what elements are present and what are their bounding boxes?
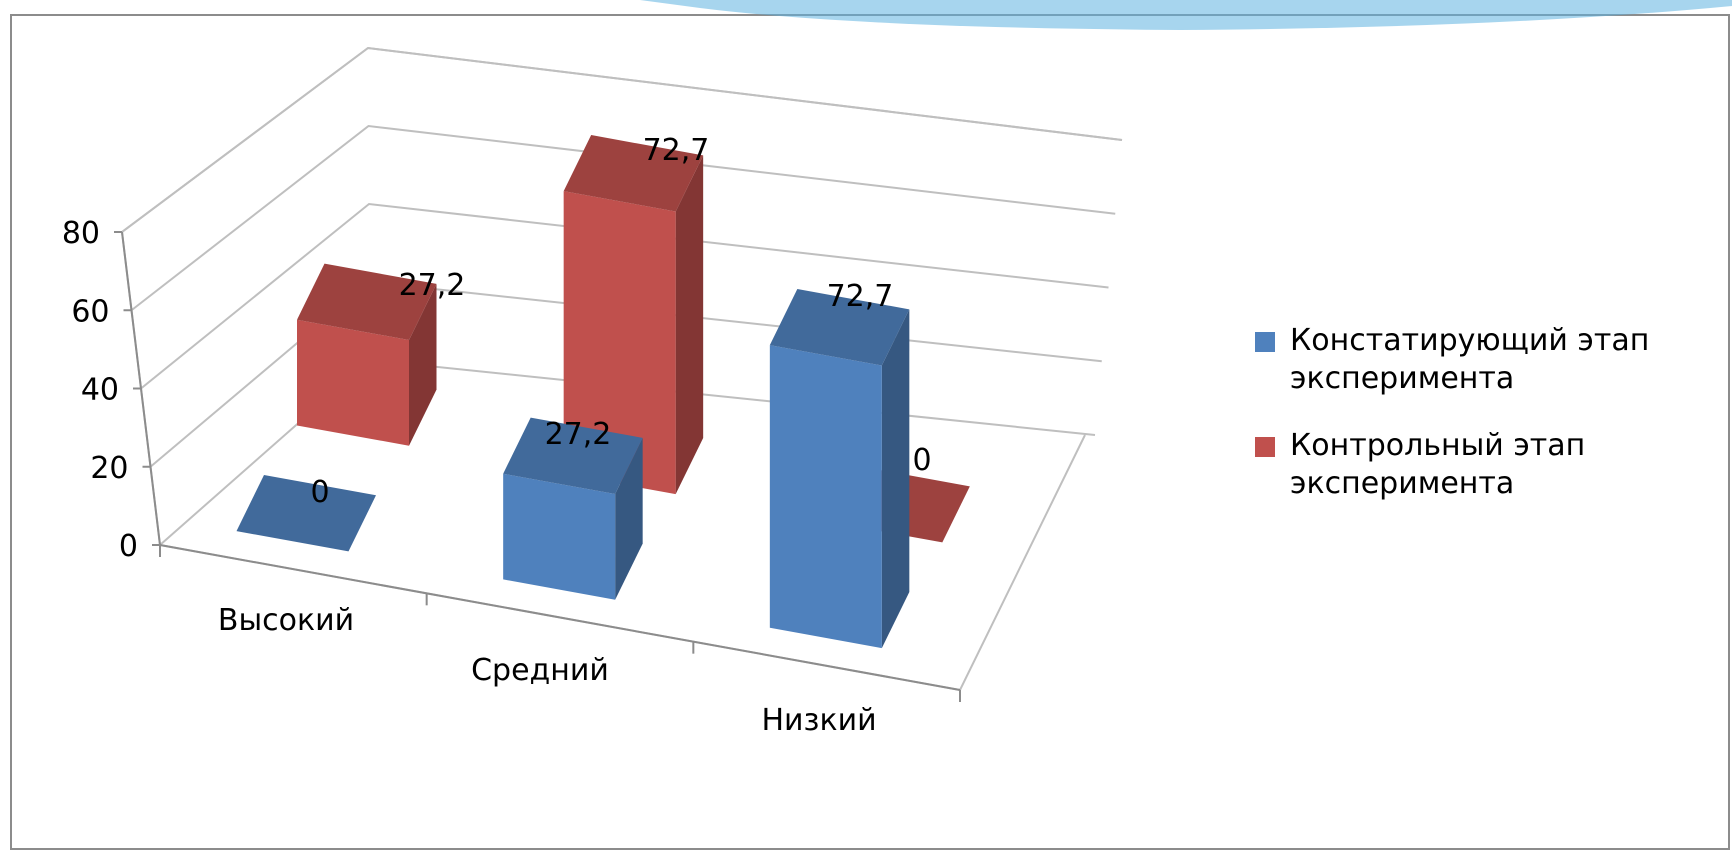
bar-baseline-side — [881, 309, 910, 649]
y-tick-label: 20 — [90, 451, 128, 486]
bar-control-top — [297, 263, 437, 341]
category-label: Низкий — [761, 703, 876, 738]
category-label: Высокий — [218, 603, 354, 638]
data-label-control: 72,7 — [643, 133, 710, 168]
bars — [236, 135, 970, 649]
y-axis: 0 20 40 60 80 — [62, 216, 161, 564]
data-label-baseline: 72,7 — [827, 279, 894, 314]
x-axis: Высокий Средний Низкий — [159, 544, 961, 738]
category-label: Средний — [471, 653, 609, 688]
bar-baseline-top — [503, 417, 643, 494]
top-band-shape — [640, 0, 1732, 30]
legend-label: Констатирующий этап эксперимента — [1290, 323, 1649, 396]
bar-baseline-front — [769, 345, 882, 649]
bar-control-front — [563, 191, 676, 495]
data-label-control: 0 — [912, 443, 931, 478]
bar-control-top — [563, 135, 704, 212]
decor-layer — [640, 0, 1732, 30]
bar-baseline — [503, 417, 643, 600]
y-tick-label: 0 — [119, 529, 138, 564]
data-label-control: 27,2 — [399, 268, 466, 303]
data-labels: 27,2 72,7 0 0 27,2 72,7 — [310, 133, 931, 510]
legend-swatch — [1255, 332, 1275, 352]
gridline — [130, 124, 1116, 312]
legend-swatch — [1255, 437, 1275, 457]
x-axis-line — [159, 544, 961, 691]
bar-control-side — [675, 155, 704, 495]
data-label-baseline: 0 — [310, 475, 329, 510]
bar-baseline-side — [615, 437, 643, 600]
bar-baseline-top — [236, 475, 376, 552]
legend: Констатирующий этап эксперимента Контрольн… — [1255, 323, 1649, 501]
bar-control-side — [409, 283, 437, 446]
data-label-baseline: 27,2 — [545, 417, 612, 452]
y-tick-label: 60 — [71, 294, 109, 329]
bar-baseline — [236, 475, 376, 552]
bar-baseline — [769, 289, 910, 649]
bar-control — [563, 135, 704, 495]
legend-label: Контрольный этап эксперимента — [1290, 428, 1585, 501]
bar-baseline-front — [503, 473, 616, 600]
bar-control — [297, 263, 437, 446]
gridline — [121, 46, 1123, 233]
gridline — [140, 202, 1109, 390]
y-tick-label: 80 — [62, 216, 100, 251]
bar-control-front — [297, 319, 409, 446]
y-tick-label: 40 — [81, 373, 119, 408]
bar-baseline-top — [769, 289, 910, 366]
